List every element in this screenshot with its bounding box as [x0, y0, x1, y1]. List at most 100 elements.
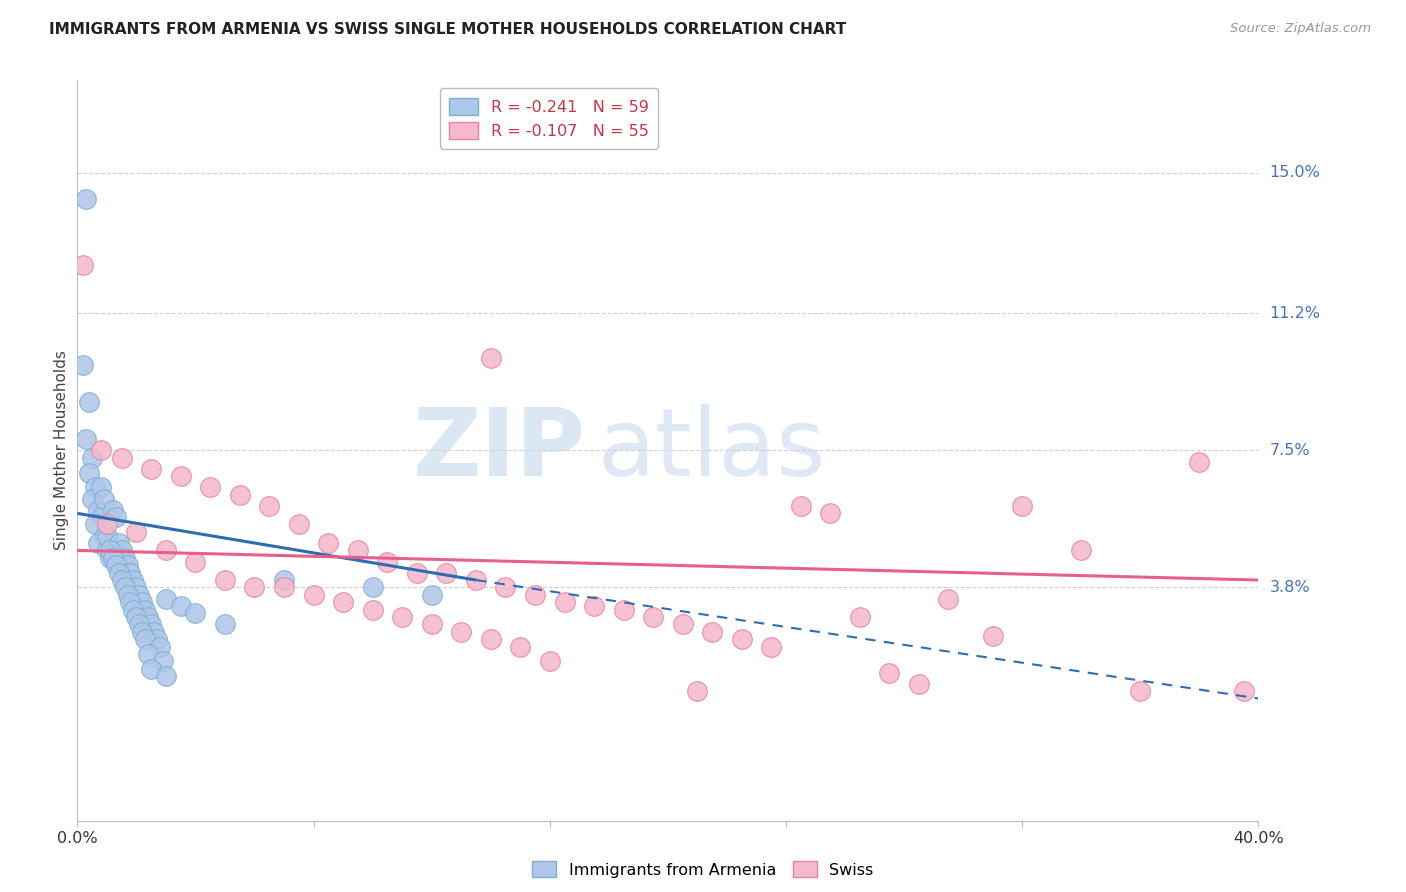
Point: [184, 555, 207, 569]
Point: [77, 466, 100, 480]
Point: [101, 502, 124, 516]
Point: [87, 536, 110, 550]
Point: [120, 566, 142, 580]
Point: [302, 588, 325, 602]
Point: [479, 632, 502, 647]
Text: ZIP: ZIP: [412, 404, 585, 497]
Point: [125, 524, 148, 539]
Point: [125, 610, 148, 624]
Point: [273, 581, 295, 595]
Point: [131, 595, 153, 609]
Point: [450, 624, 472, 639]
Point: [141, 617, 163, 632]
Point: [288, 517, 311, 532]
Point: [332, 595, 354, 609]
Point: [479, 351, 502, 365]
Point: [120, 595, 142, 609]
Point: [90, 510, 112, 524]
Point: [538, 655, 561, 669]
Point: [200, 481, 222, 495]
Point: [98, 543, 121, 558]
Point: [104, 510, 127, 524]
Text: 15.0%: 15.0%: [1270, 165, 1320, 180]
Point: [114, 581, 136, 595]
Point: [101, 550, 124, 565]
Point: [464, 573, 488, 587]
Point: [114, 550, 136, 565]
Point: [761, 640, 783, 654]
Point: [346, 543, 368, 558]
Point: [111, 543, 132, 558]
Point: [184, 607, 207, 621]
Text: 7.5%: 7.5%: [1270, 443, 1310, 458]
Point: [72, 259, 94, 273]
Point: [318, 536, 340, 550]
Point: [686, 684, 709, 698]
Point: [420, 617, 443, 632]
Legend: Immigrants from Armenia, Swiss: Immigrants from Armenia, Swiss: [526, 855, 880, 884]
Point: [420, 588, 443, 602]
Point: [672, 617, 695, 632]
Text: 11.2%: 11.2%: [1270, 306, 1320, 321]
Point: [84, 481, 107, 495]
Point: [93, 491, 115, 506]
Point: [75, 433, 97, 447]
Point: [702, 624, 724, 639]
Point: [228, 488, 252, 502]
Point: [1188, 454, 1211, 468]
Point: [820, 507, 842, 521]
Point: [643, 610, 665, 624]
Point: [117, 558, 139, 573]
Point: [509, 640, 531, 654]
Point: [879, 665, 901, 680]
Y-axis label: Single Mother Households: Single Mother Households: [53, 351, 69, 550]
Point: [98, 550, 121, 565]
Point: [849, 610, 872, 624]
Point: [134, 632, 156, 647]
Point: [613, 602, 636, 616]
Point: [377, 555, 399, 569]
Text: IMMIGRANTS FROM ARMENIA VS SWISS SINGLE MOTHER HOUSEHOLDS CORRELATION CHART: IMMIGRANTS FROM ARMENIA VS SWISS SINGLE …: [49, 22, 846, 37]
Point: [117, 588, 139, 602]
Point: [214, 573, 236, 587]
Point: [125, 581, 148, 595]
Point: [495, 581, 517, 595]
Point: [77, 395, 100, 409]
Point: [111, 573, 132, 587]
Point: [122, 602, 145, 616]
Point: [554, 595, 576, 609]
Point: [146, 632, 169, 647]
Legend: R = -0.241   N = 59, R = -0.107   N = 55: R = -0.241 N = 59, R = -0.107 N = 55: [440, 88, 658, 149]
Point: [361, 581, 384, 595]
Text: Source: ZipAtlas.com: Source: ZipAtlas.com: [1230, 22, 1371, 36]
Point: [436, 566, 458, 580]
Point: [128, 617, 150, 632]
Point: [731, 632, 754, 647]
Point: [107, 536, 129, 550]
Point: [273, 573, 295, 587]
Point: [82, 491, 104, 506]
Point: [75, 192, 97, 206]
Point: [90, 481, 112, 495]
Point: [1070, 543, 1092, 558]
Point: [406, 566, 429, 580]
Point: [134, 602, 156, 616]
Point: [259, 499, 281, 513]
Point: [122, 573, 145, 587]
Point: [111, 450, 132, 465]
Text: 3.8%: 3.8%: [1270, 580, 1310, 595]
Point: [143, 624, 166, 639]
Point: [361, 602, 384, 616]
Point: [87, 502, 110, 516]
Point: [1011, 499, 1033, 513]
Point: [243, 581, 266, 595]
Point: [391, 610, 413, 624]
Point: [96, 543, 118, 558]
Point: [155, 669, 177, 683]
Point: [1233, 684, 1256, 698]
Point: [141, 462, 163, 476]
Point: [96, 528, 118, 542]
Point: [155, 543, 177, 558]
Point: [131, 624, 153, 639]
Point: [96, 517, 118, 532]
